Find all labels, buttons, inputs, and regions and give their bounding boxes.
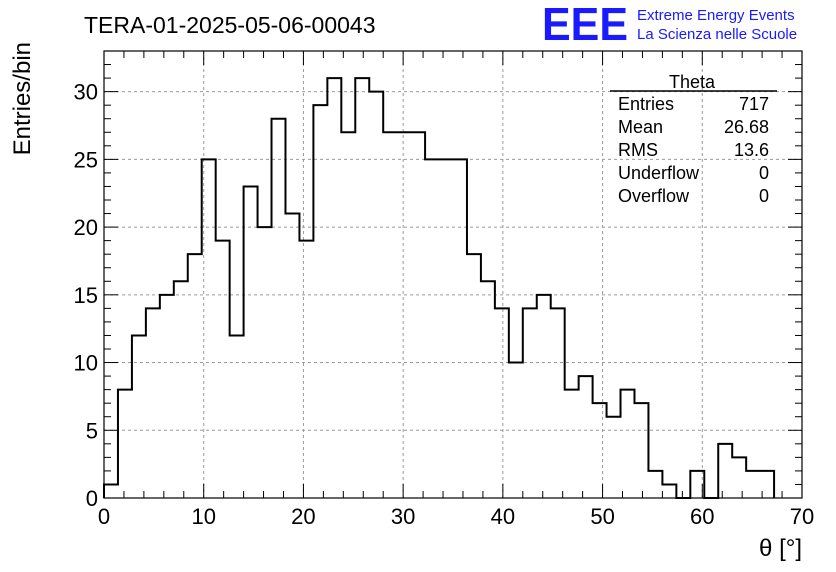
y-tick-label: 5: [86, 418, 98, 443]
logo-mark: EEE: [542, 0, 628, 50]
x-tick-label: 0: [98, 504, 110, 529]
stats-row-label: Mean: [618, 117, 663, 137]
grid: [104, 51, 802, 498]
stats-row-value: 26.68: [724, 117, 769, 137]
axis-ticks: [103, 50, 803, 499]
logo-line2: La Scienza nelle Scuole: [637, 26, 797, 43]
stats-row-label: Entries: [618, 94, 674, 114]
stats-title: Theta: [669, 72, 716, 92]
y-tick-label: 20: [74, 215, 98, 240]
stats-row-value: 0: [759, 186, 769, 206]
histogram-series: [103, 77, 776, 499]
eee-logo: EEE Extreme Energy Events La Scienza nel…: [542, 0, 797, 50]
x-tick-labels: 0 10 20 30 40 50 60 70: [98, 504, 814, 529]
y-tick-labels: 0 5 10 15 20 25 30: [74, 80, 98, 511]
x-tick-label: 60: [690, 504, 714, 529]
stats-row-label: Overflow: [618, 186, 690, 206]
y-tick-label: 10: [74, 351, 98, 376]
y-axis-label: Entries/bin: [9, 42, 36, 155]
plot-frame: [103, 50, 803, 499]
stats-rows: Entries 717 Mean 26.68 RMS 13.6 Underflow 0 Over…: [618, 94, 769, 206]
y-tick-label: 25: [74, 147, 98, 172]
x-tick-label: 10: [191, 504, 215, 529]
chart-title: TERA-01-2025-05-06-00043: [84, 12, 376, 38]
x-tick-label: 40: [491, 504, 515, 529]
x-axis-label: θ [°]: [759, 535, 802, 562]
y-tick-label: 0: [86, 486, 98, 511]
stats-row-value: 13.6: [734, 140, 769, 160]
x-tick-label: 20: [291, 504, 315, 529]
logo-line1: Extreme Energy Events: [637, 7, 795, 24]
stats-row-value: 0: [759, 163, 769, 183]
stats-row-label: Underflow: [618, 163, 700, 183]
stats-row-value: 717: [739, 94, 769, 114]
stats-row-label: RMS: [618, 140, 658, 160]
y-tick-label: 30: [74, 80, 98, 105]
x-tick-label: 50: [590, 504, 614, 529]
y-tick-label: 15: [74, 283, 98, 308]
x-tick-label: 70: [790, 504, 814, 529]
x-tick-label: 30: [391, 504, 415, 529]
stats-box: Theta Entries 717 Mean 26.68 RMS 13.6 Underflo…: [610, 72, 777, 206]
